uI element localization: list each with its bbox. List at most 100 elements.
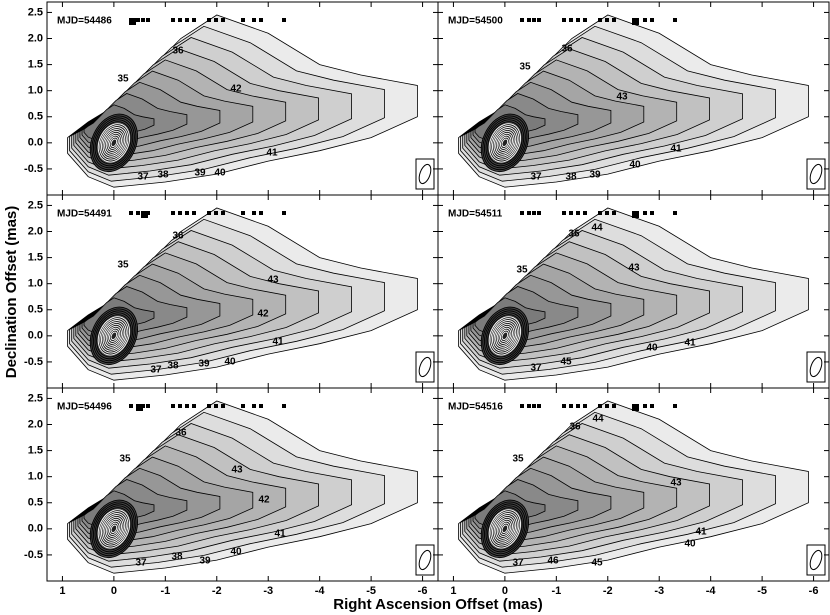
x-tick-label: -1 (551, 585, 561, 597)
timeline-square (221, 18, 225, 22)
timeline-square (569, 211, 573, 215)
map (458, 207, 809, 381)
timeline-square (583, 404, 587, 408)
timeline-square (562, 211, 566, 215)
component-label: 37 (135, 558, 147, 569)
timeline-square (650, 18, 654, 22)
timeline-square (527, 18, 531, 22)
timeline-square (643, 404, 647, 408)
timeline-square (252, 18, 256, 22)
panel-frame (437, 387, 830, 582)
timeline-square (583, 211, 587, 215)
timeline-square (583, 18, 587, 22)
component-label: 35 (117, 260, 129, 271)
y-tick-label: 1.0 (28, 278, 43, 290)
component-label: 37 (530, 172, 542, 183)
beam-box (415, 544, 435, 576)
component-label: 41 (684, 338, 696, 349)
y-tick-label: 2.0 (28, 225, 43, 237)
timeline-square (192, 404, 196, 408)
timeline-square (612, 211, 616, 215)
component-label: 38 (565, 172, 577, 183)
map (67, 400, 418, 574)
component-label: 43 (267, 275, 279, 286)
timeline-square (537, 211, 541, 215)
x-tick-label: 1 (450, 585, 456, 597)
timeline-square (527, 211, 531, 215)
timeline-square (214, 18, 218, 22)
y-tick-label: 2.0 (28, 32, 43, 44)
map (67, 14, 418, 188)
timeline-square (146, 404, 150, 408)
x-tick-label: -5 (366, 585, 376, 597)
timeline-square (252, 211, 256, 215)
beam-box (806, 544, 826, 576)
component-label: 44 (592, 414, 604, 425)
component-label: 45 (560, 357, 572, 368)
map (458, 14, 809, 188)
timeline-square (569, 404, 573, 408)
component-label: 36 (172, 46, 184, 57)
y-tick-label: 1.0 (28, 471, 43, 483)
timeline-square (520, 404, 524, 408)
core-contour (501, 138, 509, 148)
timeline-square (129, 18, 136, 25)
epoch-label: MJD=54496 (57, 402, 112, 413)
component-label: 44 (591, 223, 603, 234)
x-tick-label: -1 (160, 585, 170, 597)
y-tick-label: 2.5 (28, 6, 43, 18)
component-label: 35 (519, 62, 531, 73)
component-label: 43 (616, 92, 628, 103)
timeline-square (241, 211, 245, 215)
timeline-square (569, 18, 573, 22)
component-label: 41 (670, 144, 682, 155)
timeline-square (605, 211, 609, 215)
timeline-square (136, 404, 143, 411)
component-label: 40 (214, 168, 226, 179)
timeline-square (136, 211, 140, 215)
timeline-square (598, 404, 602, 408)
timeline-square (141, 404, 145, 408)
component-label: 43 (231, 465, 243, 476)
timeline-square (532, 404, 536, 408)
timeline-square (673, 211, 677, 215)
timeline-square (282, 211, 286, 215)
beam (809, 549, 823, 571)
timeline-square (178, 404, 182, 408)
timeline-square (129, 404, 133, 408)
timeline-square (207, 404, 211, 408)
component-label: 43 (670, 478, 682, 489)
x-axis-title: Right Ascension Offset (mas) (333, 596, 542, 613)
component-label: 36 (172, 231, 184, 242)
y-tick-label: 0.0 (28, 523, 43, 535)
y-tick-label: 1.5 (28, 445, 43, 457)
beam (809, 356, 823, 378)
x-tick-label: -6 (809, 585, 819, 597)
timeline-square (576, 211, 580, 215)
timeline-square (612, 404, 616, 408)
x-tick-label: -6 (418, 585, 428, 597)
component-label: 40 (629, 160, 641, 171)
timeline-square (673, 18, 677, 22)
timeline-square (520, 211, 524, 215)
core-contour (110, 331, 118, 341)
beam (418, 549, 432, 571)
component-label: 37 (137, 172, 149, 183)
component-label: 35 (516, 265, 528, 276)
component-label: 43 (628, 263, 640, 274)
component-label: 35 (119, 454, 131, 465)
timeline-square (259, 404, 263, 408)
timeline-square (136, 18, 140, 22)
timeline-square (221, 404, 225, 408)
timeline-square (141, 18, 145, 22)
component-label: 38 (157, 170, 169, 181)
timeline-square (576, 18, 580, 22)
component-label: 46 (547, 556, 559, 567)
core-contour (501, 524, 509, 534)
component-label: 41 (695, 527, 707, 538)
map (67, 207, 418, 381)
x-tick-label: -4 (706, 585, 717, 597)
timeline-square (673, 404, 677, 408)
component-label: 38 (167, 361, 179, 372)
